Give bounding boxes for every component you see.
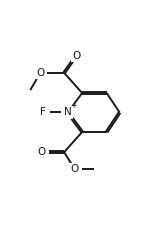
Text: N: N (64, 108, 72, 117)
Text: O: O (72, 51, 81, 61)
Text: F: F (40, 108, 46, 117)
Text: O: O (38, 147, 46, 157)
Text: O: O (71, 164, 79, 174)
Text: N: N (64, 108, 72, 117)
Text: +: + (71, 103, 77, 109)
Text: O: O (36, 68, 44, 78)
